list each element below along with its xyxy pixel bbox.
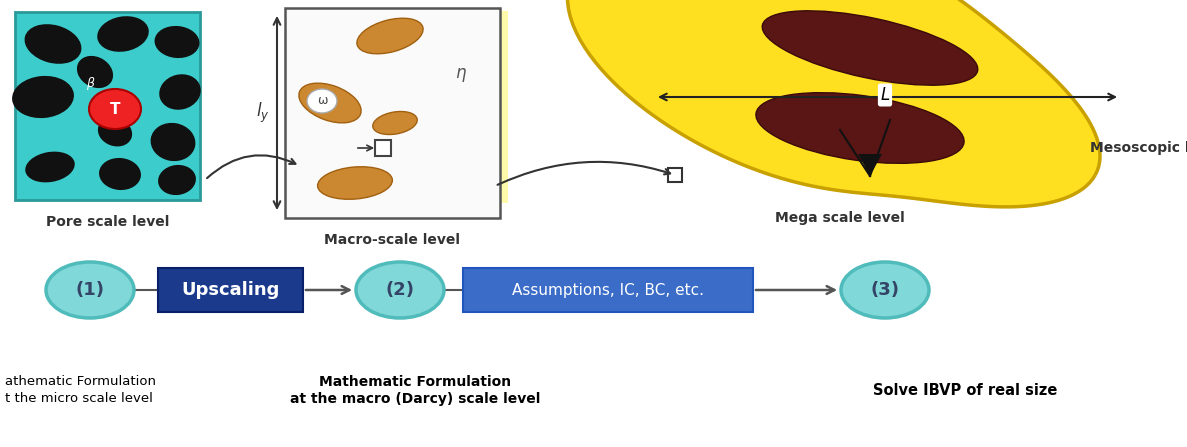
- Ellipse shape: [158, 165, 196, 195]
- Text: Assumptions, IC, BC, etc.: Assumptions, IC, BC, etc.: [512, 283, 704, 298]
- Bar: [375, 140, 391, 156]
- Text: $l_y$: $l_y$: [256, 101, 269, 125]
- Text: β: β: [85, 77, 94, 90]
- Text: (3): (3): [870, 281, 900, 299]
- Bar: [668, 168, 683, 182]
- Ellipse shape: [756, 93, 964, 163]
- Text: athematic Formulation: athematic Formulation: [5, 375, 155, 388]
- Ellipse shape: [154, 26, 199, 58]
- Text: Pore scale level: Pore scale level: [46, 215, 170, 229]
- Ellipse shape: [299, 83, 361, 123]
- Ellipse shape: [159, 74, 201, 110]
- Bar: [303, 11, 508, 203]
- Polygon shape: [567, 0, 1100, 207]
- Ellipse shape: [89, 89, 141, 129]
- Polygon shape: [858, 154, 882, 176]
- Bar: [285, 8, 500, 218]
- Ellipse shape: [77, 56, 113, 88]
- Bar: [158, 268, 303, 312]
- Ellipse shape: [307, 89, 337, 113]
- Text: (1): (1): [76, 281, 104, 299]
- Text: Mesoscopic level: Mesoscopic level: [1090, 141, 1187, 155]
- Ellipse shape: [97, 16, 148, 52]
- Ellipse shape: [842, 262, 929, 318]
- Ellipse shape: [25, 24, 82, 64]
- Ellipse shape: [357, 18, 423, 54]
- Text: ω: ω: [317, 94, 328, 107]
- Text: Macro-scale level: Macro-scale level: [324, 233, 461, 247]
- Ellipse shape: [46, 262, 134, 318]
- Text: t the micro scale level: t the micro scale level: [5, 392, 153, 405]
- Text: Mega scale level: Mega scale level: [775, 211, 904, 225]
- Text: Mathematic Formulation: Mathematic Formulation: [319, 375, 512, 389]
- Ellipse shape: [99, 158, 141, 190]
- Text: Upscaling: Upscaling: [182, 281, 280, 299]
- Ellipse shape: [318, 167, 393, 199]
- Ellipse shape: [25, 152, 75, 182]
- Ellipse shape: [762, 11, 978, 85]
- Text: L: L: [881, 86, 889, 104]
- Text: Solve IBVP of real size: Solve IBVP of real size: [872, 383, 1058, 398]
- Ellipse shape: [12, 76, 74, 118]
- Ellipse shape: [151, 123, 196, 161]
- Ellipse shape: [373, 111, 418, 135]
- Ellipse shape: [356, 262, 444, 318]
- Text: T: T: [109, 101, 120, 117]
- Bar: [463, 268, 753, 312]
- Bar: [15, 12, 199, 200]
- Text: η: η: [455, 64, 465, 82]
- Text: at the macro (Darcy) scale level: at the macro (Darcy) scale level: [290, 392, 540, 406]
- Text: (2): (2): [386, 281, 414, 299]
- Ellipse shape: [97, 118, 132, 147]
